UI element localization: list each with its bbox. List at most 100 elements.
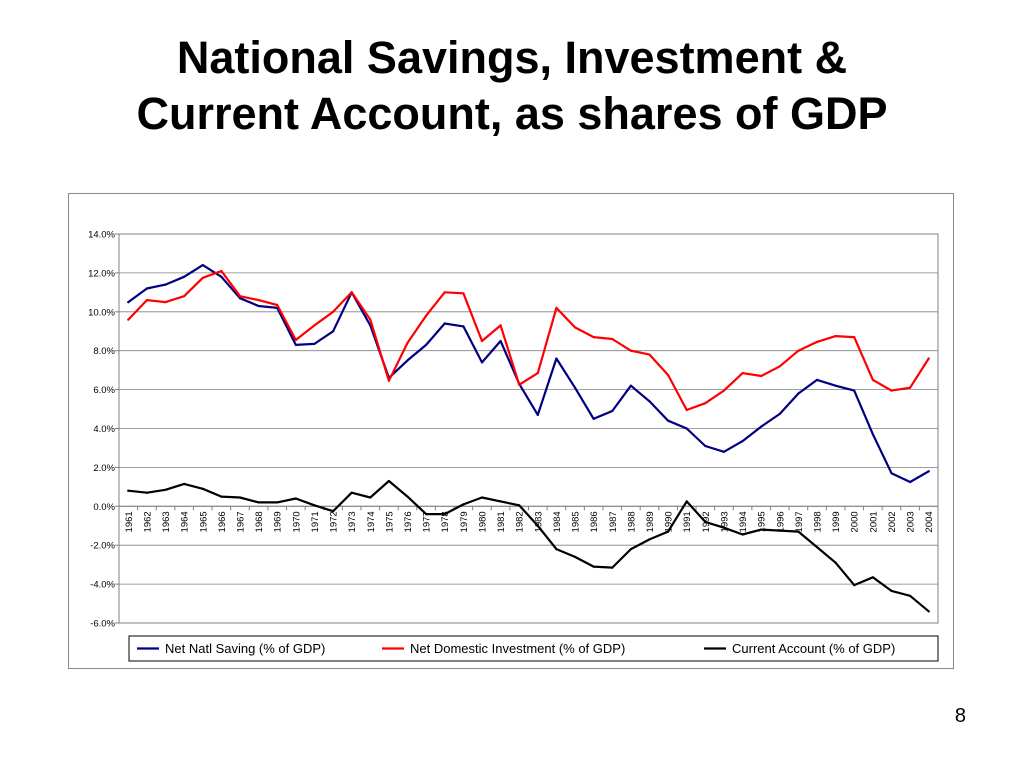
data-point: [927, 610, 930, 613]
data-point: [257, 501, 260, 504]
data-point: [722, 389, 726, 392]
legend: [128, 635, 939, 662]
x-tick-label: 1979: [459, 511, 470, 532]
y-tick-label: 2.0%: [93, 463, 115, 474]
x-tick-label: 1962: [142, 511, 153, 532]
data-point: [871, 378, 875, 381]
title-line-1: National Savings, Investment &: [176, 32, 848, 83]
x-tick-label: 1975: [384, 511, 395, 532]
data-point: [183, 275, 186, 278]
data-point: [573, 555, 577, 558]
y-tick-label: -4.0%: [90, 580, 115, 591]
x-tick-label: 2004: [924, 511, 935, 532]
data-point: [741, 533, 744, 536]
x-tick-label: 1987: [608, 511, 619, 532]
data-point: [220, 269, 223, 273]
x-tick-label: 2002: [887, 511, 898, 532]
data-point: [406, 359, 409, 362]
data-point: [499, 339, 502, 343]
slide-title: National Savings, Investment & Current A…: [0, 30, 1024, 142]
x-tick-label: 1994: [738, 511, 749, 532]
data-point: [332, 330, 335, 333]
data-point: [127, 489, 130, 492]
x-tick-label: 1985: [571, 511, 582, 532]
data-point: [815, 546, 819, 549]
x-tick-label: 1995: [757, 511, 768, 532]
series-line-3: [127, 479, 930, 613]
data-point: [462, 325, 465, 328]
data-point: [518, 383, 521, 386]
data-point: [704, 402, 707, 405]
data-point: [238, 297, 242, 300]
x-tick-label: 1999: [831, 511, 842, 532]
data-point: [443, 322, 446, 325]
data-point: [183, 295, 186, 298]
data-point: [685, 427, 688, 430]
x-tick-label: 1976: [403, 511, 414, 532]
x-tick-label: 1961: [124, 511, 135, 532]
data-point: [685, 408, 688, 412]
x-tick-label: 1989: [645, 511, 656, 532]
data-point: [480, 496, 484, 499]
data-point: [555, 548, 558, 551]
data-point: [760, 374, 763, 378]
data-point: [276, 303, 279, 307]
line-chart: 14.0% 12.0% 10.0% 8.0% 6.0% 4.0% 2.0% 0.0% -2.0%…: [88, 230, 939, 662]
x-tick-label: 1970: [291, 511, 302, 532]
data-point: [536, 372, 539, 375]
data-point: [406, 495, 409, 498]
data-point: [313, 504, 316, 507]
legend-label-3: Current Account (% of GDP): [732, 641, 895, 656]
data-point: [648, 353, 651, 356]
data-point: [462, 503, 465, 506]
data-point: [722, 450, 726, 453]
x-tick-label: 2001: [868, 511, 879, 532]
data-point: [648, 400, 651, 403]
x-tick-label: 1963: [161, 511, 172, 532]
data-point: [257, 304, 260, 308]
data-point: [667, 419, 670, 422]
y-tick-label: 0.0%: [93, 502, 115, 513]
data-point: [667, 373, 670, 377]
data-point: [778, 365, 781, 368]
data-point: [760, 528, 763, 531]
x-tick-label: 1968: [254, 511, 265, 532]
data-point: [667, 530, 670, 533]
y-tick-label: 14.0%: [88, 230, 115, 241]
series-line-2: [127, 269, 930, 412]
y-tick-label: 6.0%: [93, 385, 115, 396]
data-point: [164, 283, 167, 286]
data-point: [611, 409, 614, 413]
x-tick-label: 2003: [906, 511, 917, 532]
data-point: [834, 561, 837, 564]
data-point: [425, 513, 428, 516]
data-point: [797, 349, 800, 352]
data-point: [332, 310, 335, 313]
x-tick-label: 1969: [273, 511, 284, 532]
data-point: [834, 335, 837, 338]
data-point: [629, 349, 633, 352]
x-tick-label: 1982: [515, 511, 526, 532]
data-point: [853, 389, 856, 392]
data-point: [536, 413, 539, 416]
data-point: [443, 513, 446, 516]
data-point: [387, 479, 390, 483]
data-point: [573, 386, 577, 389]
x-tick-label: 1998: [813, 511, 824, 532]
x-tick-label: 1990: [664, 511, 675, 532]
data-point: [815, 340, 819, 343]
data-point: [183, 482, 186, 485]
data-point: [257, 299, 260, 302]
x-tick-label: 1980: [477, 511, 488, 532]
data-point: [145, 491, 148, 494]
y-tick-label: 4.0%: [93, 424, 115, 435]
x-tick-label: 1973: [347, 511, 358, 532]
y-tick-label: -6.0%: [90, 619, 115, 630]
data-point: [201, 264, 204, 267]
x-tick-label: 1964: [180, 511, 191, 532]
data-point: [220, 495, 223, 498]
data-point: [834, 384, 837, 387]
data-point: [890, 589, 893, 592]
y-tick-label: 10.0%: [88, 307, 115, 318]
data-point: [518, 504, 521, 507]
